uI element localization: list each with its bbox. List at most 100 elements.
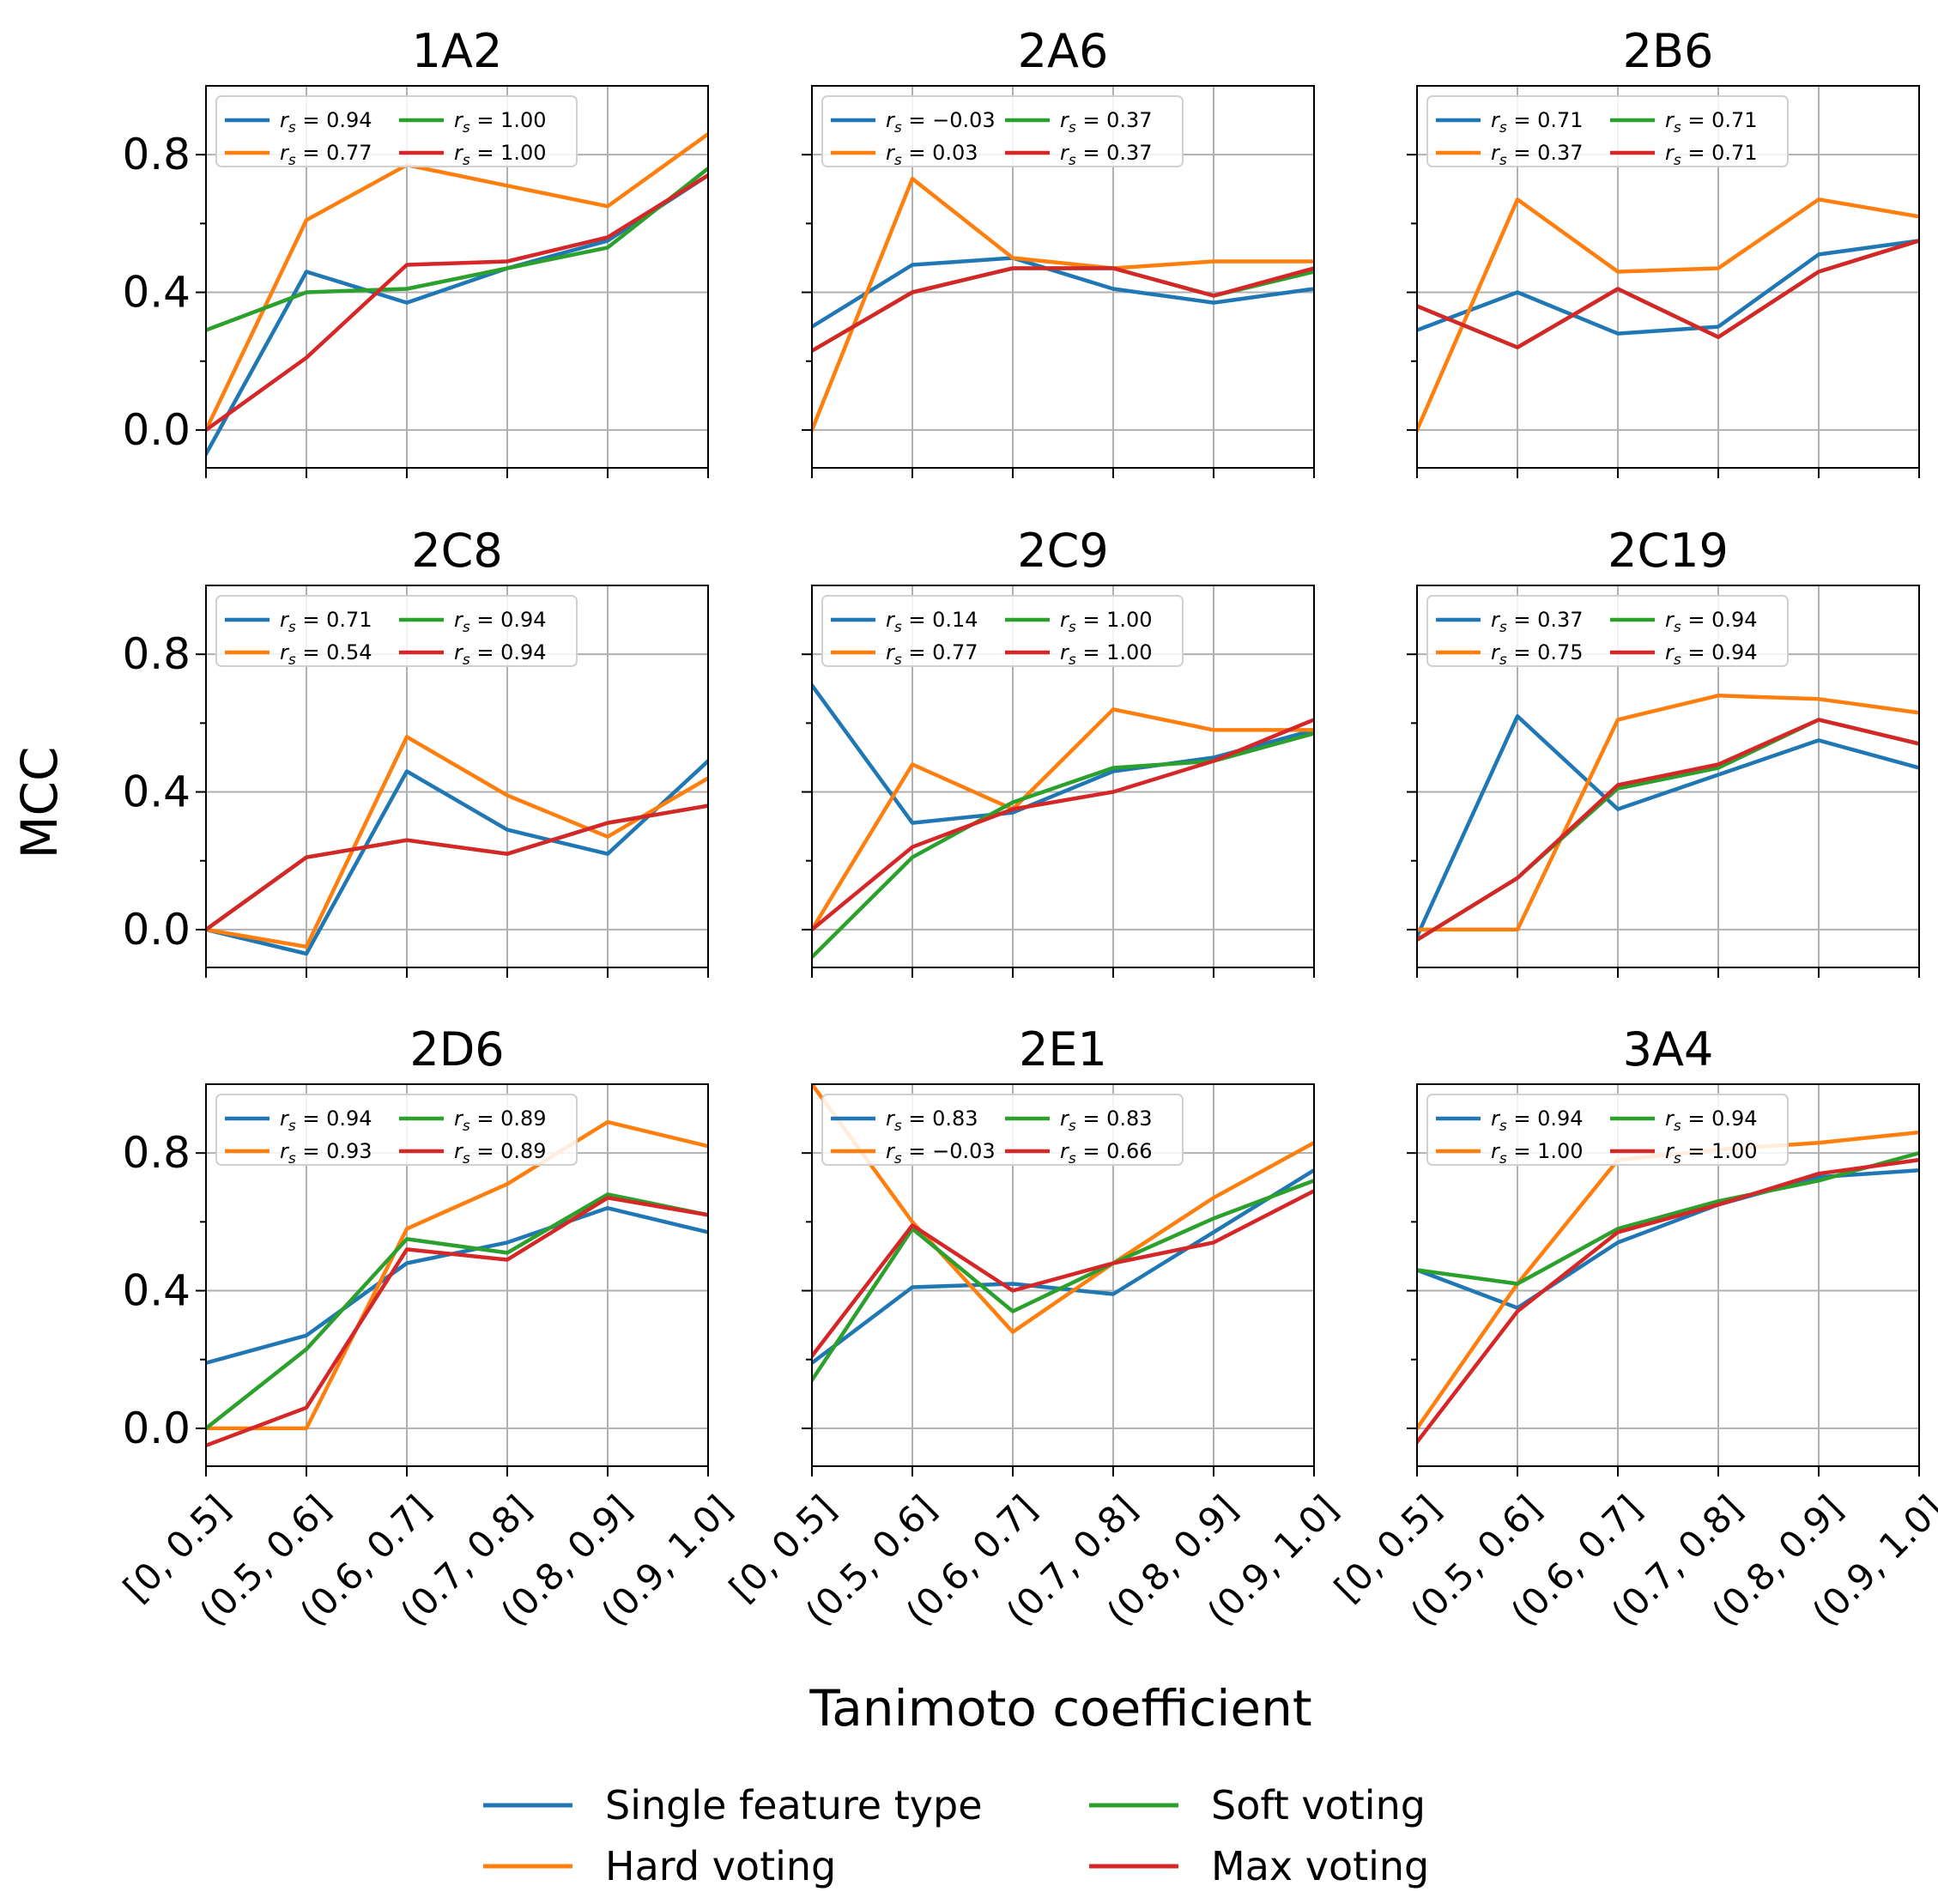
panel-legend-box — [1426, 1094, 1789, 1166]
series-line-max — [812, 1188, 1314, 1359]
panel-legend-box — [215, 1094, 578, 1166]
panel-2B6: 2B6 rs = 0.71 rs = 0.71 rs = 0.37 rs = 0.71 — [1407, 24, 1920, 478]
series-line-single — [812, 256, 1314, 330]
y-tick-label: 0.4 — [122, 268, 191, 318]
panel-legend-label-max: rs = 0.66 — [1060, 1139, 1153, 1167]
panel-legend-label-max: rs = 1.00 — [1060, 640, 1153, 669]
panel-legend-label-max: rs = 0.71 — [1665, 141, 1758, 169]
panel-legend-label-hard: rs = 0.93 — [280, 1139, 372, 1167]
panel-legend-label-hard: rs = 1.00 — [1491, 1139, 1584, 1167]
series-group — [1417, 1130, 1919, 1446]
series-line-soft — [812, 1178, 1314, 1383]
x-axis-label: Tanimoto coefficient — [809, 1679, 1311, 1737]
series-line-soft — [206, 1192, 708, 1431]
panel-legend-label-single: rs = 0.37 — [1491, 608, 1584, 636]
panel-2D6: 0.00.40.8[0, 0.5](0.5, 0.6](0.6, 0.7](0.… — [115, 1022, 740, 1634]
panel-legend-label-single: rs = 0.94 — [280, 1107, 372, 1135]
y-tick-label: 0.4 — [122, 1266, 191, 1316]
panel-legend-label-max: rs = 0.89 — [454, 1139, 547, 1167]
panel-legend-label-max: rs = 0.37 — [1060, 141, 1153, 169]
series-line-single — [206, 173, 708, 458]
series-line-single — [206, 1206, 708, 1366]
panel-legend-label-soft: rs = 0.83 — [1060, 1107, 1153, 1135]
axes-frame — [811, 585, 1315, 968]
panel-legend-box — [215, 95, 578, 167]
series-group — [1417, 694, 1919, 943]
panel-legend-label-single: rs = 0.71 — [1491, 108, 1584, 136]
series-group — [812, 682, 1314, 961]
series-line-hard — [206, 735, 708, 949]
figure-legend-label-soft: Soft voting — [1211, 1782, 1426, 1828]
axes-frame — [205, 585, 709, 968]
panel-2A6: 2A6 rs = −0.03 rs = 0.37 rs = 0.03 rs = 0.37 — [802, 24, 1315, 478]
panel-legend-label-hard: rs = 0.77 — [280, 141, 372, 169]
panel-title: 2C9 — [1017, 524, 1108, 578]
panel-title: 2E1 — [1019, 1022, 1107, 1076]
series-line-max — [1417, 1157, 1919, 1446]
series-line-max — [1417, 718, 1919, 943]
y-tick-label: 0.0 — [122, 1404, 191, 1453]
y-axis-label: MCC — [10, 746, 69, 858]
panel-legend-label-hard: rs = 0.75 — [1491, 640, 1584, 669]
panel-legend-box — [821, 95, 1184, 167]
panel-title: 2B6 — [1623, 24, 1714, 78]
series-group — [206, 131, 708, 458]
panel-legend-label-max: rs = 1.00 — [1665, 1139, 1758, 1167]
panel-legend-label-hard: rs = 0.03 — [886, 141, 978, 169]
series-line-max — [206, 1196, 708, 1448]
panel-legend-label-single: rs = 0.83 — [886, 1107, 978, 1135]
panel-legend-box — [215, 595, 578, 667]
panel-legend-label-hard: rs = 0.37 — [1491, 141, 1584, 169]
series-line-hard — [812, 707, 1314, 932]
series-line-hard — [206, 131, 708, 433]
series-line-soft — [1417, 1150, 1919, 1286]
series-group — [812, 176, 1314, 433]
panel-legend-label-soft: rs = 1.00 — [454, 108, 547, 136]
series-line-soft — [1417, 718, 1919, 943]
panel-2C19: 2C19 rs = 0.37 rs = 0.94 rs = 0.75 rs = 0.94 — [1407, 524, 1920, 978]
panel-legend-box — [1426, 595, 1789, 667]
panel-legend-label-single: rs = 0.71 — [280, 608, 372, 636]
series-line-soft — [812, 731, 1314, 961]
panel-legend: rs = −0.03 rs = 0.37 rs = 0.03 rs = 0.37 — [821, 95, 1184, 169]
series-line-single — [1417, 714, 1919, 939]
series-line-soft — [206, 166, 708, 333]
panel-legend: rs = 0.94 rs = 0.94 rs = 1.00 rs = 1.00 — [1426, 1094, 1789, 1167]
series-line-hard — [1417, 197, 1919, 433]
panel-title: 2A6 — [1018, 24, 1109, 78]
panel-legend-label-soft: rs = 0.71 — [1665, 108, 1758, 136]
axes-frame — [811, 85, 1315, 469]
figure-legend-label-hard: Hard voting — [605, 1843, 836, 1889]
panel-legend-label-max: rs = 0.94 — [1665, 640, 1758, 669]
axes-frame — [1416, 85, 1920, 469]
series-line-max — [206, 173, 708, 433]
series-line-max — [812, 266, 1314, 354]
y-tick-label: 0.8 — [122, 1128, 191, 1178]
axes-frame — [811, 1083, 1315, 1467]
panel-legend-label-single: rs = 0.94 — [280, 108, 372, 136]
panel-legend-label-soft: rs = 0.94 — [1665, 608, 1758, 636]
figure-legend-label-max: Max voting — [1211, 1843, 1429, 1889]
panel-title: 3A4 — [1623, 1022, 1714, 1076]
panel-title: 1A2 — [412, 24, 503, 78]
panel-legend: rs = 0.37 rs = 0.94 rs = 0.75 rs = 0.94 — [1426, 595, 1789, 669]
series-group — [812, 1084, 1314, 1383]
panel-legend-box — [821, 1094, 1184, 1166]
panel-legend-label-single: rs = −0.03 — [886, 108, 996, 136]
panel-3A4: [0, 0.5](0.5, 0.6](0.6, 0.7](0.7, 0.8](0… — [1326, 1022, 1938, 1634]
series-group — [206, 735, 708, 956]
panel-legend-box — [821, 595, 1184, 667]
series-line-single — [206, 758, 708, 956]
panel-legend: rs = 0.71 rs = 0.94 rs = 0.54 rs = 0.94 — [215, 595, 578, 669]
series-line-max — [206, 803, 708, 932]
panels-grid: 0.0 0.4 0.8 1A2 rs = 0.94 rs = 1.00 rs = 0.77 r… — [115, 24, 1938, 1634]
series-line-hard — [1417, 694, 1919, 932]
series-group — [206, 1119, 708, 1448]
figure-legend-label-single: Single feature type — [605, 1782, 983, 1828]
panel-legend: rs = 0.83 rs = 0.83 rs = −0.03 rs = 0.66 — [821, 1094, 1184, 1167]
series-line-single — [1417, 1167, 1919, 1310]
series-line-single — [1417, 239, 1919, 336]
